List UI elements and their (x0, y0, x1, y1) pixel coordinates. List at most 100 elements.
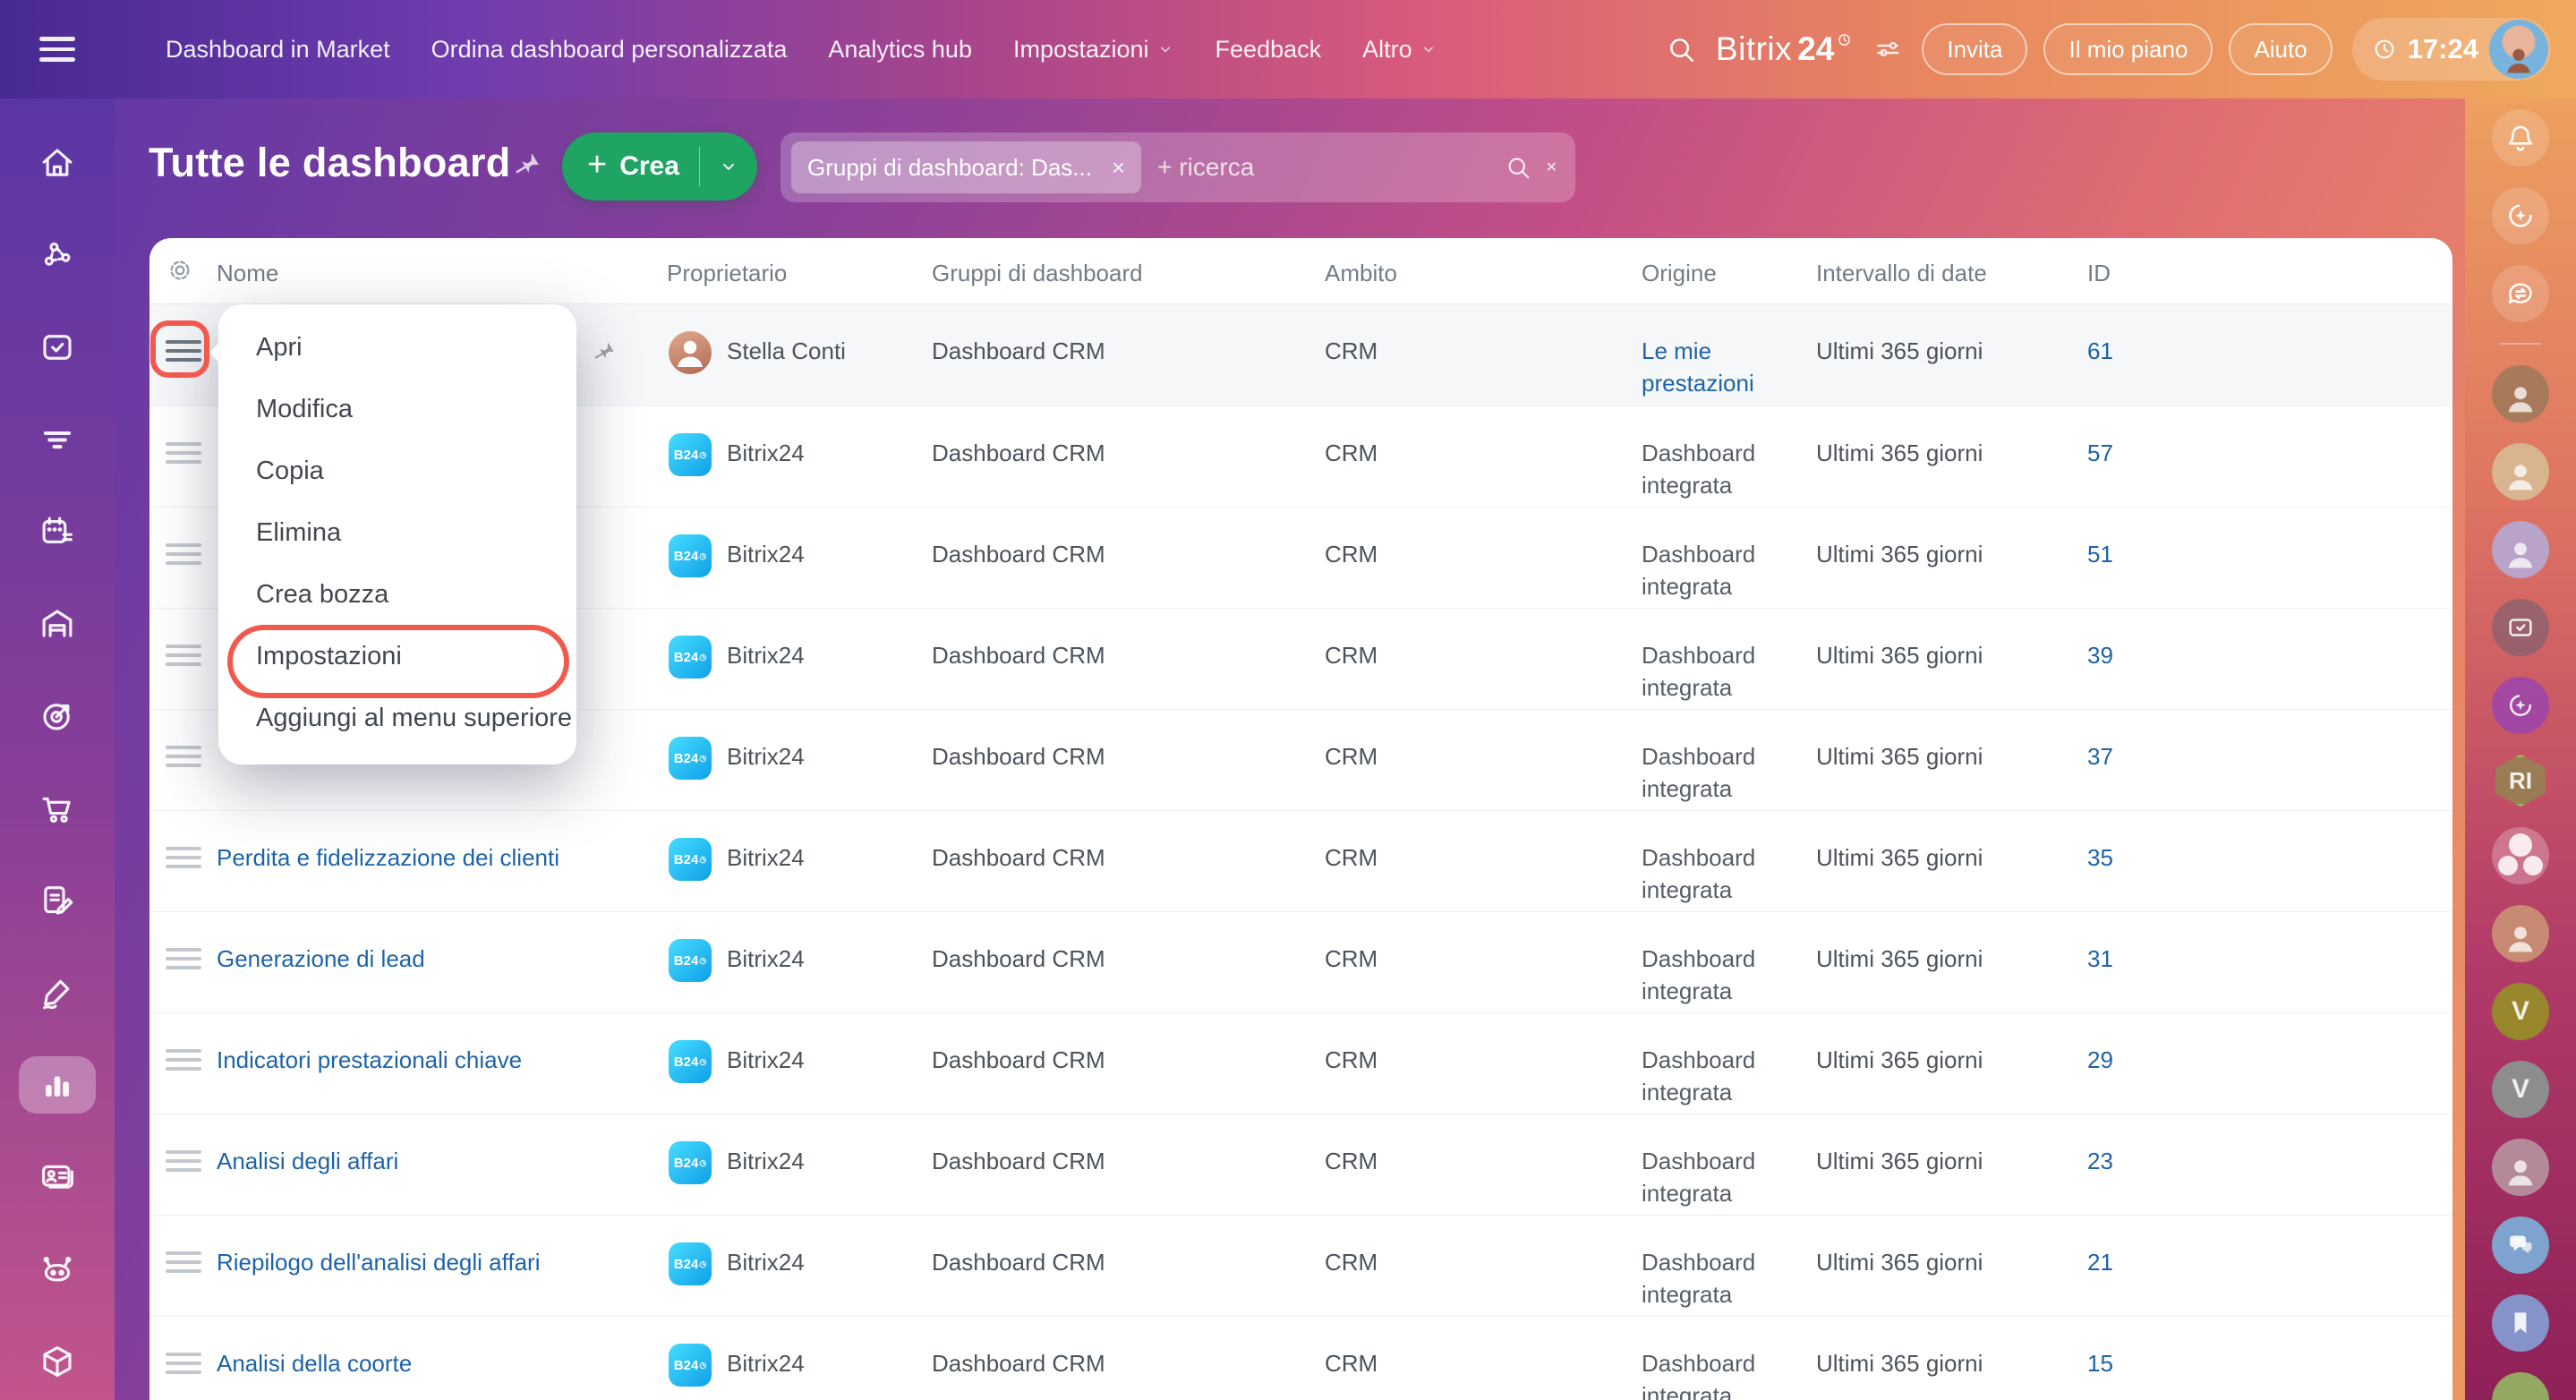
sidebar-item-analytics[interactable] (19, 1056, 96, 1114)
dashboard-id-link[interactable]: 51 (2087, 541, 2113, 568)
owner-name[interactable]: Bitrix24 (727, 541, 805, 568)
menu-item-modifica[interactable]: Modifica (256, 395, 353, 423)
sidebar-item-contact-center[interactable] (19, 1148, 96, 1206)
tasks-widget[interactable] (2492, 599, 2549, 656)
row-drag-handle-icon[interactable] (166, 340, 201, 362)
sidebar-item-e-sign[interactable] (19, 964, 96, 1021)
row-drag-handle-icon[interactable] (166, 645, 201, 666)
dashboard-name-link[interactable]: Analisi della coorte (217, 1350, 413, 1377)
avatar-cat[interactable] (2492, 521, 2549, 578)
column-header-origine[interactable]: Origine (1642, 260, 1717, 286)
owner-name[interactable]: Stella Conti (727, 337, 846, 364)
filter-clear-icon[interactable]: ✕ (1545, 160, 1557, 175)
dashboard-name-link[interactable]: Generazione di lead (217, 945, 425, 972)
dashboard-name-link[interactable]: Perdita e fidelizzazione dei clienti (217, 844, 559, 871)
nav-item-ordina-dashboard-personalizzata[interactable]: Ordina dashboard personalizzata (431, 36, 788, 64)
dashboard-id-link[interactable]: 31 (2087, 945, 2113, 972)
avatar-v-2[interactable]: V (2492, 1061, 2549, 1118)
owner-name[interactable]: Bitrix24 (727, 642, 805, 669)
column-header-ambito[interactable]: Ambito (1325, 260, 1397, 286)
bitrix24-logo[interactable]: Bitrix 24 (1716, 30, 1852, 68)
owner-name[interactable]: Bitrix24 (727, 1249, 805, 1276)
sidebar-item-home[interactable] (19, 134, 96, 192)
filter-sliders-icon[interactable] (1873, 35, 1902, 64)
dashboard-id-link[interactable]: 37 (2087, 743, 2113, 770)
row-drag-handle-icon[interactable] (166, 1049, 201, 1071)
column-header-gruppi-di-dashboard[interactable]: Gruppi di dashboard (932, 260, 1143, 286)
sidebar-item-ai-assistant[interactable] (19, 1241, 96, 1298)
table-row[interactable]: Analisi degli affari B24 ◷ Bitrix24 Dashboar… (149, 1114, 2452, 1215)
create-button[interactable]: + Crea (562, 132, 758, 201)
bookmarks[interactable] (2492, 1294, 2549, 1352)
menu-item-elimina[interactable]: Elimina (256, 518, 342, 547)
badge-ri[interactable]: RI (2495, 755, 2546, 807)
row-drag-handle-icon[interactable] (166, 948, 201, 969)
bottom-partial[interactable] (2492, 1372, 2549, 1400)
aiuto-button[interactable]: Aiuto (2229, 23, 2333, 75)
dashboard-id-link[interactable]: 29 (2087, 1046, 2113, 1073)
table-settings-gear-icon[interactable] (166, 256, 194, 285)
dashboard-id-link[interactable]: 39 (2087, 642, 2113, 669)
origin-link[interactable]: Le mie prestazioni (1642, 337, 1754, 397)
avatar-v-1[interactable]: V (2492, 983, 2549, 1040)
sidebar-item-catalog[interactable] (19, 1333, 96, 1390)
dashboard-id-link[interactable]: 35 (2087, 844, 2113, 871)
avatar-user-2[interactable] (2492, 443, 2549, 500)
filter-search-icon[interactable] (1505, 154, 1531, 181)
row-drag-handle-icon[interactable] (166, 442, 201, 464)
sidebar-item-sites[interactable] (19, 595, 96, 653)
sidebar-item-crm[interactable] (19, 687, 96, 745)
messenger[interactable] (2492, 265, 2549, 322)
invita-button[interactable]: Invita (1922, 23, 2028, 75)
nav-item-dashboard-in-market[interactable]: Dashboard in Market (166, 36, 390, 64)
dashboard-name-link[interactable]: Indicatori prestazionali chiave (217, 1046, 523, 1073)
avatar-user-3[interactable] (2492, 905, 2549, 962)
search-input[interactable]: + ricerca (1157, 153, 1255, 181)
chat-widget[interactable] (2492, 1216, 2549, 1274)
table-row[interactable]: Generazione di lead B24 ◷ Bitrix24 Dashboard… (149, 911, 2452, 1012)
avatar-user-1[interactable] (2492, 365, 2549, 423)
copilot-purple[interactable] (2492, 677, 2549, 734)
owner-name[interactable]: Bitrix24 (727, 1046, 805, 1073)
row-drag-handle-icon[interactable] (166, 1353, 201, 1374)
column-header-intervallo-di-date[interactable]: Intervallo di date (1816, 260, 1987, 286)
dashboard-name-link[interactable]: Riepilogo dell'analisi degli affari (217, 1249, 541, 1276)
sidebar-item-documents[interactable] (19, 872, 96, 929)
nav-item-feedback[interactable]: Feedback (1215, 36, 1322, 64)
menu-item-crea-bozza[interactable]: Crea bozza (256, 580, 389, 609)
dashboard-id-link[interactable]: 15 (2087, 1350, 2113, 1377)
column-header-nome[interactable]: Nome (217, 260, 279, 286)
il-mio-piano-button[interactable]: Il mio piano (2043, 23, 2213, 75)
row-drag-handle-icon[interactable] (166, 847, 201, 868)
row-drag-handle-icon[interactable] (166, 543, 201, 565)
sidebar-item-calendar[interactable] (19, 503, 96, 560)
notifications[interactable] (2492, 109, 2549, 166)
owner-name[interactable]: Bitrix24 (727, 844, 805, 871)
owner-name[interactable]: Bitrix24 (727, 1148, 805, 1174)
create-chevron-icon[interactable] (700, 156, 757, 177)
table-row[interactable]: Perdita e fidelizzazione dei clienti B24 ◷… (149, 810, 2452, 911)
nav-item-analytics-hub[interactable]: Analytics hub (828, 36, 972, 64)
menu-item-copia[interactable]: Copia (256, 457, 324, 485)
chip-close-icon[interactable]: × (1111, 153, 1126, 181)
group-chat[interactable] (2492, 827, 2549, 884)
nav-item-impostazioni[interactable]: Impostazioni (1013, 36, 1174, 64)
nav-item-altro[interactable]: Altro (1362, 36, 1437, 64)
dashboard-id-link[interactable]: 57 (2087, 440, 2113, 466)
menu-item-apri[interactable]: Apri (256, 333, 303, 362)
table-row[interactable]: Analisi della coorte B24 ◷ Bitrix24 Dashboar… (149, 1316, 2452, 1400)
dashboard-id-link[interactable]: 61 (2087, 337, 2113, 364)
filter-chip[interactable]: Gruppi di dashboard: Das... × (791, 141, 1142, 193)
filter-bar[interactable]: Gruppi di dashboard: Das... × + ricerca … (780, 132, 1575, 202)
dashboard-id-link[interactable]: 23 (2087, 1148, 2113, 1174)
dashboard-id-link[interactable]: 21 (2087, 1249, 2113, 1276)
table-row[interactable]: Indicatori prestazionali chiave B24 ◷ Bitri… (149, 1012, 2452, 1114)
table-row[interactable]: Riepilogo dell'analisi degli affari B24 ◷ B… (149, 1215, 2452, 1316)
column-header-proprietario[interactable]: Proprietario (667, 260, 788, 286)
search-icon[interactable] (1666, 34, 1696, 64)
owner-name[interactable]: Bitrix24 (727, 945, 805, 972)
main-menu-icon[interactable] (39, 33, 75, 65)
sidebar-item-collaboration[interactable] (19, 226, 96, 284)
dashboard-name-link[interactable]: Analisi degli affari (217, 1148, 399, 1174)
sidebar-item-store[interactable] (19, 780, 96, 837)
